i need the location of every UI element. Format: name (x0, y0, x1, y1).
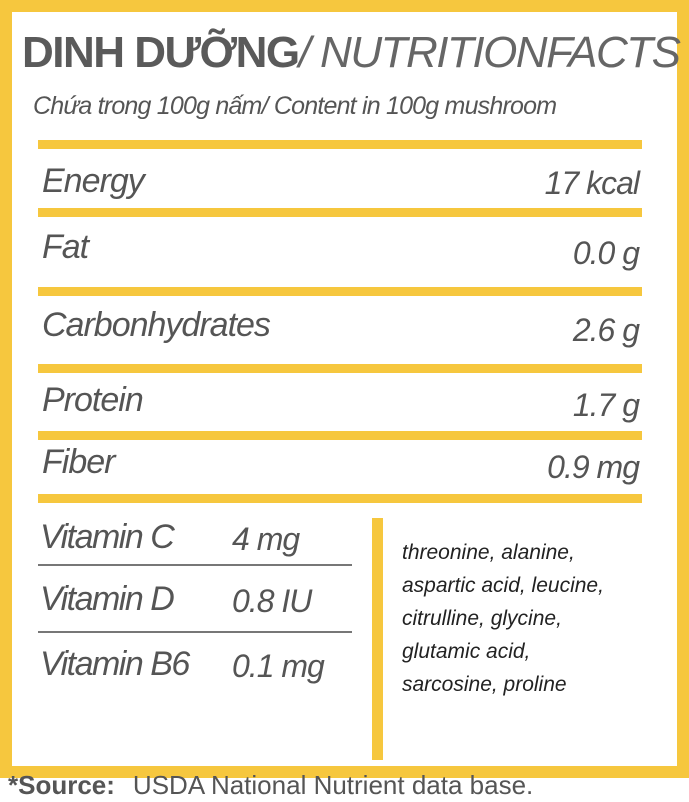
title: DINH DƯỠNG/ NUTRITIONFACTS (22, 28, 681, 78)
amino-acid-line: citrulline, glycine, (402, 607, 562, 630)
amino-acid-line: threonine, alanine, (402, 541, 575, 564)
separator (38, 431, 642, 440)
vitamin-amount: 0.1 mg (232, 648, 325, 684)
vitamin-separator (38, 564, 352, 566)
vitamin-amount: 4 mg (232, 521, 300, 557)
separator (38, 208, 642, 217)
amino-acid-line: aspartic acid, leucine, (402, 574, 604, 597)
source-text: USDA National Nutrient data base. (132, 770, 534, 800)
nutrient-name: Carbonhydrates (42, 306, 271, 344)
amino-acid-line: glutamic acid, (402, 640, 531, 663)
nutrient-name: Fiber (42, 443, 115, 481)
nutrient-amount: 0.0 g (572, 235, 640, 271)
vitamin-separator (38, 631, 352, 633)
divider (372, 518, 383, 760)
nutrient-amount: 2.6 g (572, 312, 640, 348)
nutrient-name: Protein (42, 381, 144, 419)
title-rest: / NUTRITIONFACTS (298, 28, 681, 77)
separator (38, 287, 642, 296)
nutrient-name: Fat (42, 228, 89, 266)
title-bold: DINH DƯỠNG (22, 28, 300, 77)
source-label: *Source: (8, 770, 115, 800)
separator (38, 140, 642, 149)
separator (38, 494, 642, 503)
vitamin-name: Vitamin B6 (40, 645, 190, 683)
nutrient-amount: 0.9 mg (547, 449, 640, 485)
amino-acid-line: sarcosine, proline (402, 673, 567, 696)
source: *Source: USDA National Nutrient data base… (8, 770, 533, 801)
vitamin-name: Vitamin D (40, 580, 175, 618)
separator (38, 364, 642, 373)
vitamin-name: Vitamin C (40, 518, 175, 556)
subtitle: Chứa trong 100g nấm/ Content in 100g mus… (33, 92, 557, 120)
nutrient-amount: 1.7 g (572, 387, 640, 423)
nutrient-amount: 17 kcal (544, 165, 640, 201)
frame (0, 0, 689, 778)
nutrient-name: Energy (42, 162, 145, 200)
vitamin-amount: 0.8 IU (232, 583, 312, 619)
